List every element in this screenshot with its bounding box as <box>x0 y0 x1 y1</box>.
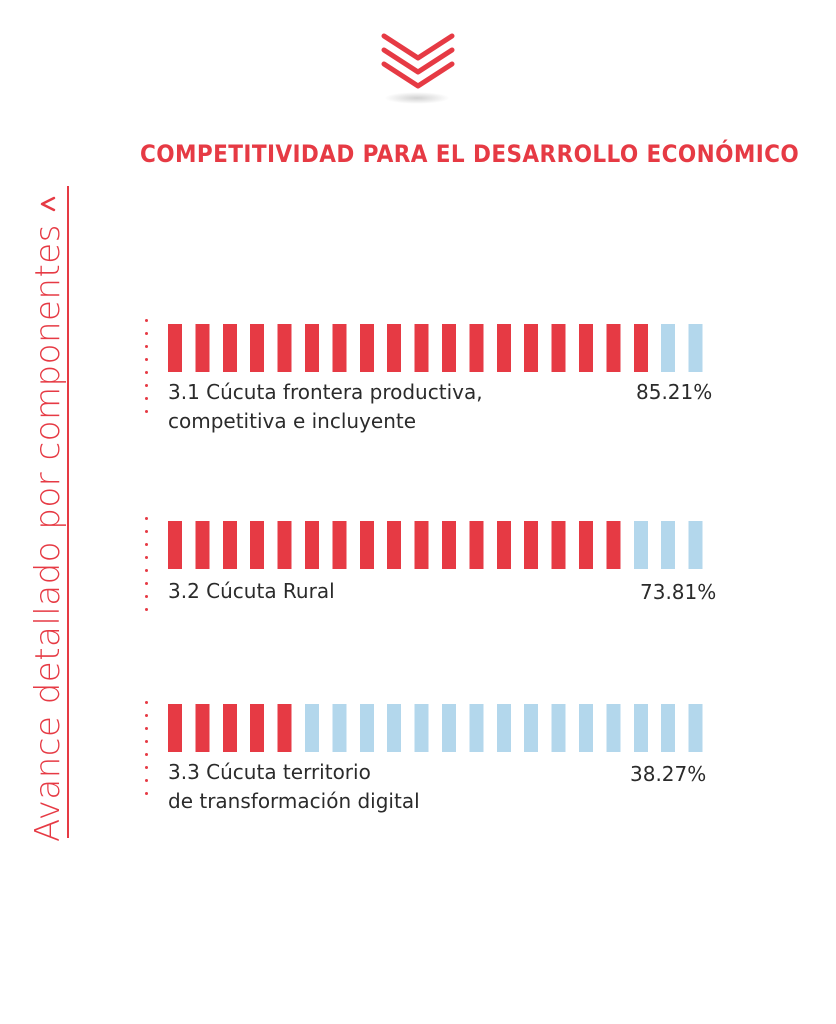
triple-chevron-down-icon <box>381 33 455 89</box>
filled-segment-2-5 <box>277 521 292 569</box>
filled-segment-1-4 <box>250 324 265 372</box>
empty-segment-3-16 <box>579 704 593 752</box>
filled-segment-3-1 <box>168 704 182 752</box>
empty-segment-3-15 <box>551 704 566 752</box>
row-2-label-line-1: 3.2 Cúcuta Rural <box>168 579 335 603</box>
empty-segment-3-14 <box>524 704 539 752</box>
filled-segment-2-3 <box>222 521 237 569</box>
filled-segment-2-17 <box>606 521 621 569</box>
filled-segment-2-9 <box>387 521 402 569</box>
filled-segment-3-4 <box>250 704 265 752</box>
empty-segment-3-10 <box>414 704 429 752</box>
filled-segment-2-14 <box>524 521 539 569</box>
filled-segment-2-16 <box>579 521 593 569</box>
row-2-progress-bar <box>168 521 703 569</box>
filled-segment-2-7 <box>332 521 347 569</box>
filled-segment-1-12 <box>469 324 484 372</box>
filled-segment-1-13 <box>496 324 511 372</box>
empty-segment-3-17 <box>606 704 621 752</box>
sidebar-underline <box>67 186 69 838</box>
empty-segment-3-12 <box>469 704 484 752</box>
empty-segment-3-9 <box>387 704 402 752</box>
row-2-label: 3.2 Cúcuta Rural <box>168 577 335 606</box>
empty-segment-3-11 <box>442 704 456 752</box>
empty-segment-2-20 <box>688 521 703 569</box>
empty-segment-3-6 <box>305 704 319 752</box>
row-3-dots <box>145 701 149 805</box>
icon-shadow <box>384 92 450 104</box>
row-3-label: 3.3 Cúcuta territorio de transformación … <box>168 758 420 816</box>
sidebar-vertical-title: Avance detallado por componentes <box>28 142 68 842</box>
row-3-percentage: 38.27% <box>630 762 707 786</box>
empty-segment-3-7 <box>332 704 347 752</box>
filled-segment-1-18 <box>633 324 648 372</box>
page-title: COMPETITIVIDAD PARA EL DESARROLLO ECONÓM… <box>140 140 800 168</box>
row-3-label-line-2: de transformación digital <box>168 789 420 813</box>
row-1-label-line-1: 3.1 Cúcuta frontera productiva, <box>168 380 483 404</box>
empty-segment-3-19 <box>661 704 676 752</box>
filled-segment-2-10 <box>414 521 429 569</box>
filled-segment-2-11 <box>442 521 456 569</box>
row-1-percentage: 85.21% <box>636 380 713 404</box>
row-1-progress-bar <box>168 324 703 372</box>
filled-segment-2-12 <box>469 521 484 569</box>
filled-segment-1-3 <box>222 324 237 372</box>
filled-segment-1-15 <box>551 324 566 372</box>
row-2-dots <box>145 517 149 621</box>
filled-segment-1-17 <box>606 324 621 372</box>
filled-segment-1-10 <box>414 324 429 372</box>
filled-segment-2-15 <box>551 521 566 569</box>
row-3-progress-bar <box>168 704 703 752</box>
sidebar-title-text: Avance detallado por componentes <box>28 224 68 842</box>
row-1-label-line-2: competitiva e incluyente <box>168 409 417 433</box>
filled-segment-2-13 <box>496 521 511 569</box>
empty-segment-1-20 <box>688 324 703 372</box>
filled-segment-3-5 <box>277 704 292 752</box>
filled-segment-1-11 <box>442 324 456 372</box>
filled-segment-2-2 <box>195 521 210 569</box>
row-3-label-line-1: 3.3 Cúcuta territorio <box>168 760 371 784</box>
filled-segment-2-8 <box>359 521 374 569</box>
empty-segment-2-18 <box>633 521 648 569</box>
row-1-label: 3.1 Cúcuta frontera productiva, competit… <box>168 378 483 436</box>
empty-segment-3-18 <box>633 704 648 752</box>
filled-segment-1-8 <box>359 324 374 372</box>
chevron-right-icon <box>40 196 56 212</box>
filled-segment-1-2 <box>195 324 210 372</box>
filled-segment-1-1 <box>168 324 182 372</box>
empty-segment-1-19 <box>661 324 676 372</box>
filled-segment-2-4 <box>250 521 265 569</box>
empty-segment-2-19 <box>661 521 676 569</box>
filled-segment-3-2 <box>195 704 210 752</box>
filled-segment-2-1 <box>168 521 182 569</box>
row-1-dots <box>145 319 149 423</box>
filled-segment-1-5 <box>277 324 292 372</box>
filled-segment-2-6 <box>305 521 319 569</box>
row-2-percentage: 73.81% <box>640 580 717 604</box>
empty-segment-3-13 <box>496 704 511 752</box>
filled-segment-3-3 <box>222 704 237 752</box>
filled-segment-1-6 <box>305 324 319 372</box>
filled-segment-1-14 <box>524 324 539 372</box>
filled-segment-1-7 <box>332 324 347 372</box>
empty-segment-3-8 <box>359 704 374 752</box>
empty-segment-3-20 <box>688 704 703 752</box>
filled-segment-1-9 <box>387 324 402 372</box>
filled-segment-1-16 <box>579 324 593 372</box>
